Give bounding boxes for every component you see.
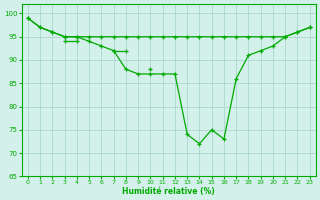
- X-axis label: Humidité relative (%): Humidité relative (%): [123, 187, 215, 196]
